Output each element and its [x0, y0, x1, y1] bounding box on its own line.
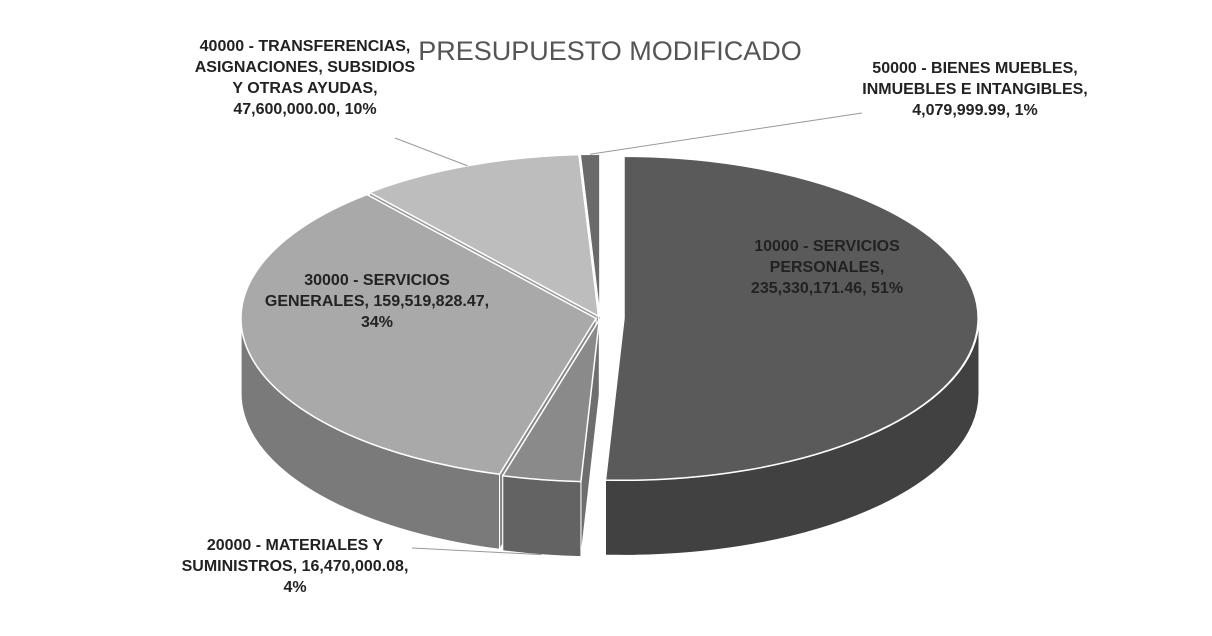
- label-part: 50000 - BIENES MUEBLES, INMUEBLES E INTA…: [862, 60, 1088, 98]
- data-label: 20000 - MATERIALES Y SUMINISTROS 16,470,…: [180, 535, 410, 598]
- label-part: 10%: [344, 101, 377, 118]
- data-label: 40000 - TRANSFERENCIAS, ASIGNACIONES, SU…: [190, 36, 420, 120]
- label-part: 34%: [360, 314, 394, 331]
- slice: [604, 155, 979, 482]
- leader-line: [411, 547, 542, 556]
- leader-line: [394, 137, 468, 167]
- slice: [579, 153, 601, 317]
- slice: [501, 319, 601, 483]
- label-part: 4%: [283, 579, 307, 596]
- label-part: 1%: [1014, 102, 1038, 119]
- label-part: 40000 - TRANSFERENCIAS, ASIGNACIONES, SU…: [195, 38, 415, 97]
- label-part: 47,600,000.00: [233, 101, 344, 118]
- data-label: 30000 - SERVICIOS GENERALES 159,519,828.…: [262, 270, 492, 333]
- slice: [367, 153, 600, 318]
- label-part: 235,330,171.46: [751, 280, 871, 297]
- label-part: 16,470,000.08: [302, 558, 409, 575]
- label-part: 10000 - SERVICIOS PERSONALES: [754, 238, 900, 276]
- data-label: 10000 - SERVICIOS PERSONALES 235,330,171…: [712, 236, 942, 299]
- label-part: 51%: [871, 280, 904, 297]
- label-part: 4,079,999.99: [912, 102, 1014, 119]
- slice-side: [502, 475, 582, 558]
- data-label: 50000 - BIENES MUEBLES, INMUEBLES E INTA…: [855, 58, 1095, 121]
- chart-title: PRESUPUESTO MODIFICADO: [418, 36, 802, 66]
- label-part: 159,519,828.47: [373, 293, 489, 310]
- leader-line: [589, 112, 863, 155]
- slice: [240, 193, 598, 476]
